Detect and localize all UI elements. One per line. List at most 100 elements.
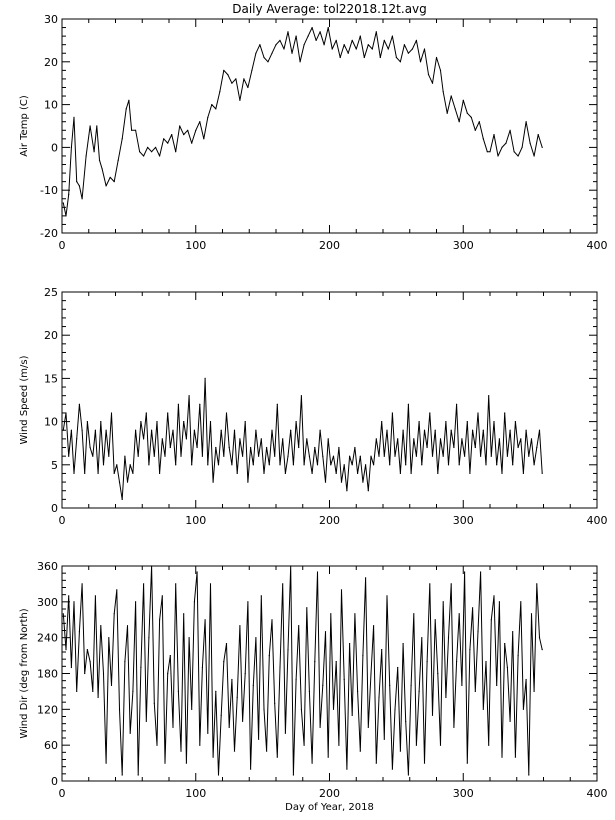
wind-dir-y-tick-label: 240 xyxy=(37,632,58,645)
wind-speed-data-point xyxy=(421,464,423,466)
wind-speed-data-point xyxy=(185,438,187,440)
air-temp-data-point xyxy=(101,168,103,170)
air-temp-series-line xyxy=(62,27,543,217)
wind-dir-data-point xyxy=(113,613,115,615)
wind-dir-data-point xyxy=(490,619,492,621)
air-temp-data-point xyxy=(65,215,67,217)
wind-speed-data-point xyxy=(346,490,348,492)
wind-speed-data-point xyxy=(92,455,94,457)
wind-speed-data-point xyxy=(70,429,72,431)
air-temp-data-point xyxy=(219,91,221,93)
wind-speed-data-point xyxy=(469,472,471,474)
air-temp-data-point xyxy=(442,91,444,93)
wind-speed-data-point xyxy=(263,472,265,474)
air-temp-data-point xyxy=(466,112,468,114)
wind-speed-data-point xyxy=(533,464,535,466)
wind-dir-data-point xyxy=(512,631,514,633)
air-temp-data-point xyxy=(355,48,357,50)
wind-dir-data-point xyxy=(456,661,458,663)
wind-dir-data-point xyxy=(188,637,190,639)
wind-dir-data-point xyxy=(354,613,356,615)
wind-speed-data-point xyxy=(536,446,538,449)
wind-dir-data-point xyxy=(442,601,444,603)
wind-speed-data-point xyxy=(271,429,273,431)
wind-speed-data-point xyxy=(287,455,289,457)
air-temp-data-point xyxy=(139,151,141,153)
wind-dir-data-point xyxy=(485,661,487,663)
wind-dir-y-tick-label: 300 xyxy=(37,596,58,609)
wind-dir-data-point xyxy=(177,690,179,693)
wind-dir-data-point xyxy=(143,583,145,585)
wind-speed-data-point xyxy=(472,429,474,431)
wind-speed-data-point xyxy=(541,472,543,474)
wind-dir-data-point xyxy=(135,601,137,603)
wind-dir-data-point xyxy=(407,774,409,776)
wind-speed-data-point xyxy=(357,472,359,474)
wind-speed-data-point xyxy=(327,438,329,440)
wind-dir-data-point xyxy=(517,655,519,657)
air-temp-y-tick-label: -20 xyxy=(40,227,58,240)
air-temp-data-point xyxy=(247,86,249,89)
wind-dir-data-point xyxy=(193,601,195,603)
air-temp-data-point xyxy=(163,138,165,140)
wind-speed-data-point xyxy=(300,395,302,397)
air-temp-data-point xyxy=(509,129,511,131)
wind-speed-data-point xyxy=(405,464,407,466)
wind-dir-data-point xyxy=(327,756,329,758)
wind-speed-data-point xyxy=(485,464,487,466)
wind-speed-data-point xyxy=(183,421,185,423)
air-temp-data-point xyxy=(167,142,169,144)
wind-speed-data-point xyxy=(62,429,64,431)
wind-dir-data-point xyxy=(73,601,75,603)
wind-dir-data-point xyxy=(324,631,327,633)
wind-speed-data-point xyxy=(461,438,463,440)
wind-speed-data-point xyxy=(477,412,479,414)
wind-speed-data-point xyxy=(180,455,182,457)
wind-speed-data-point xyxy=(172,429,174,431)
wind-speed-data-point xyxy=(225,412,228,414)
wind-speed-data-point xyxy=(538,429,541,431)
wind-speed-data-point xyxy=(362,481,364,483)
wind-speed-data-point xyxy=(145,412,147,414)
air-temp-data-point xyxy=(323,44,325,46)
wind-speed-data-point xyxy=(116,464,118,466)
wind-speed-data-point xyxy=(480,455,482,457)
wind-speed-data-point xyxy=(308,455,310,457)
wind-dir-y-tick-label: 60 xyxy=(44,739,58,752)
wind-dir-data-point xyxy=(458,613,460,615)
wind-speed-data-point xyxy=(113,472,115,474)
wind-speed-data-point xyxy=(86,421,88,423)
air-temp-data-point xyxy=(243,78,245,80)
wind-speed-data-point xyxy=(252,464,254,466)
wind-dir-data-point xyxy=(292,774,294,776)
air-temp-data-point xyxy=(105,185,107,187)
wind-dir-data-point xyxy=(140,666,142,669)
wind-dir-data-point xyxy=(300,708,302,710)
wind-dir-data-point xyxy=(279,666,281,669)
air-temp-data-point xyxy=(215,108,217,110)
wind-dir-data-point xyxy=(68,595,70,597)
air-temp-x-tick-label: 200 xyxy=(319,239,340,252)
air-temp-data-point xyxy=(529,142,531,144)
air-temp-data-point xyxy=(439,69,442,71)
air-temp-data-point xyxy=(335,39,337,42)
wind-speed-data-point xyxy=(391,412,393,414)
wind-dir-data-point xyxy=(295,678,297,681)
wind-dir-data-point xyxy=(252,684,254,687)
air-temp-data-point xyxy=(505,142,507,144)
wind-speed-data-point xyxy=(100,421,102,423)
air-temp-data-point xyxy=(411,48,413,50)
wind-dir-data-point xyxy=(386,595,388,597)
air-temp-data-point xyxy=(295,35,297,37)
wind-speed-data-point xyxy=(517,446,519,449)
wind-dir-data-point xyxy=(378,696,380,699)
wind-speed-data-point xyxy=(199,403,201,405)
air-temp-data-point xyxy=(155,146,157,148)
wind-dir-data-point xyxy=(533,690,535,693)
wind-speed-data-point xyxy=(177,403,179,405)
air-temp-plot-frame xyxy=(61,18,598,234)
wind-dir-data-point xyxy=(78,631,80,633)
chart-title: Daily Average: tol22018.12t.avg xyxy=(232,2,427,16)
air-temp-data-point xyxy=(525,121,527,123)
wind-dir-data-point xyxy=(121,774,123,776)
